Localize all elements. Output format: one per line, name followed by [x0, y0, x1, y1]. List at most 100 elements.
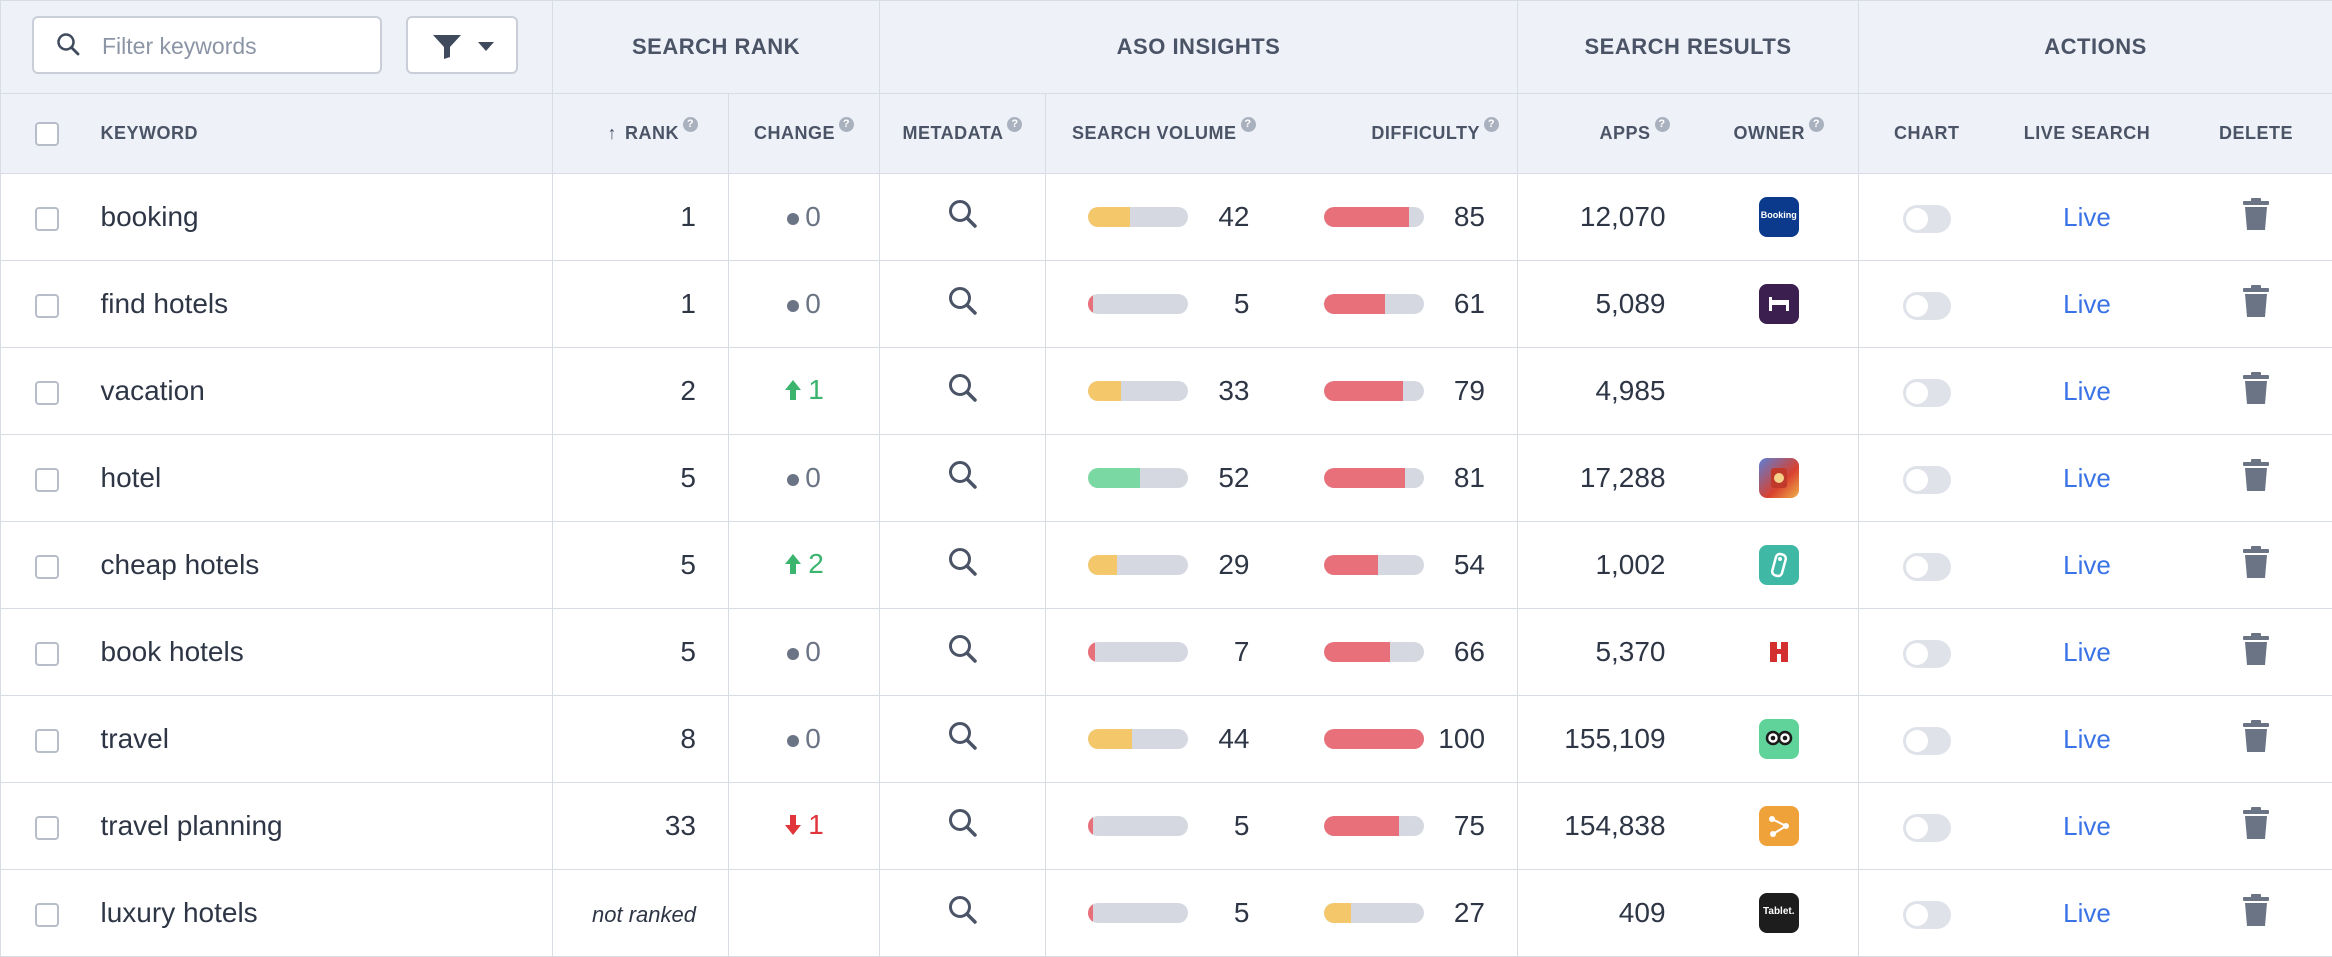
difficulty-cell: 27 [1282, 870, 1518, 957]
trash-icon[interactable] [2242, 458, 2270, 499]
search-icon[interactable] [947, 720, 979, 759]
row-checkbox[interactable] [35, 468, 59, 492]
trash-icon[interactable] [2242, 284, 2270, 325]
chart-toggle[interactable] [1903, 379, 1951, 407]
search-icon[interactable] [947, 546, 979, 585]
row-checkbox[interactable] [35, 642, 59, 666]
col-change[interactable]: CHANGE? [729, 94, 880, 174]
filter-keywords-input[interactable] [100, 28, 374, 64]
chart-toggle[interactable] [1903, 640, 1951, 668]
live-search-cell: Live [1995, 174, 2180, 261]
keyword-cell: find hotels [93, 261, 553, 348]
search-volume-bar [1088, 816, 1188, 836]
help-icon[interactable]: ? [1241, 117, 1256, 132]
col-search-volume[interactable]: SEARCH VOLUME? [1046, 94, 1282, 174]
search-icon[interactable] [947, 633, 979, 672]
filter-dropdown-button[interactable] [406, 16, 518, 74]
search-volume-value: 5 [1234, 810, 1250, 842]
help-icon[interactable]: ? [839, 117, 854, 132]
chart-toggle[interactable] [1903, 466, 1951, 494]
delete-cell [2180, 348, 2332, 435]
difficulty-cell: 85 [1282, 174, 1518, 261]
live-search-link[interactable]: Live [2063, 898, 2111, 928]
apps-cell: 409 [1518, 870, 1700, 957]
search-volume-bar [1088, 642, 1188, 662]
chart-toggle[interactable] [1903, 814, 1951, 842]
search-icon[interactable] [947, 198, 979, 237]
live-search-link[interactable]: Live [2063, 202, 2111, 232]
col-chart: CHART [1859, 94, 1995, 174]
live-search-link[interactable]: Live [2063, 811, 2111, 841]
live-search-link[interactable]: Live [2063, 550, 2111, 580]
change-cell: 0 [729, 696, 880, 783]
chart-toggle[interactable] [1903, 901, 1951, 929]
select-all-checkbox[interactable] [35, 122, 59, 146]
col-owner[interactable]: OWNER? [1700, 94, 1859, 174]
neutral-dot-icon [787, 735, 799, 747]
trash-icon[interactable] [2242, 545, 2270, 586]
chart-toggle[interactable] [1903, 205, 1951, 233]
owner-cell [1700, 435, 1859, 522]
rank-cell: 5 [553, 522, 729, 609]
trash-icon[interactable] [2242, 893, 2270, 934]
search-icon[interactable] [947, 285, 979, 324]
live-search-link[interactable]: Live [2063, 289, 2111, 319]
help-icon[interactable]: ? [1484, 117, 1499, 132]
search-icon[interactable] [947, 894, 979, 933]
row-checkbox[interactable] [35, 294, 59, 318]
live-search-link[interactable]: Live [2063, 376, 2111, 406]
search-icon[interactable] [947, 372, 979, 411]
col-apps[interactable]: APPS? [1518, 94, 1700, 174]
chart-toggle[interactable] [1903, 292, 1951, 320]
search-volume-bar [1088, 381, 1188, 401]
col-difficulty[interactable]: DIFFICULTY? [1282, 94, 1518, 174]
rank-value: 5 [680, 462, 696, 493]
trash-icon[interactable] [2242, 197, 2270, 238]
keyword-cell: hotel [93, 435, 553, 522]
row-checkbox[interactable] [35, 207, 59, 231]
search-icon[interactable] [947, 459, 979, 498]
col-rank[interactable]: ↑RANK? [553, 94, 729, 174]
trash-icon[interactable] [2242, 806, 2270, 847]
apps-cell: 5,089 [1518, 261, 1700, 348]
difficulty-value: 54 [1454, 549, 1485, 581]
search-volume-bar [1088, 555, 1188, 575]
difficulty-value: 85 [1454, 201, 1485, 233]
change-value: 0 [787, 288, 821, 319]
search-volume-cell: 33 [1046, 348, 1282, 435]
metadata-cell [880, 261, 1046, 348]
apps-count: 17,288 [1580, 462, 1666, 493]
live-search-link[interactable]: Live [2063, 724, 2111, 754]
apps-cell: 154,838 [1518, 783, 1700, 870]
help-icon[interactable]: ? [1007, 117, 1022, 132]
col-metadata[interactable]: METADATA? [880, 94, 1046, 174]
chart-toggle[interactable] [1903, 553, 1951, 581]
row-checkbox-cell [1, 435, 93, 522]
help-icon[interactable]: ? [1809, 117, 1824, 132]
row-checkbox[interactable] [35, 729, 59, 753]
trash-icon[interactable] [2242, 371, 2270, 412]
search-icon[interactable] [947, 807, 979, 846]
rank-value: not ranked [592, 902, 696, 927]
row-checkbox[interactable] [35, 555, 59, 579]
row-checkbox-cell [1, 174, 93, 261]
chart-toggle[interactable] [1903, 727, 1951, 755]
keyword-cell: booking [93, 174, 553, 261]
row-checkbox[interactable] [35, 816, 59, 840]
col-keyword[interactable]: KEYWORD [93, 94, 553, 174]
live-search-link[interactable]: Live [2063, 463, 2111, 493]
help-icon[interactable]: ? [683, 117, 698, 132]
rank-cell: 1 [553, 261, 729, 348]
keyword-text: luxury hotels [101, 897, 258, 928]
owner-icon-text: Tablet. [1759, 906, 1799, 917]
trash-icon[interactable] [2242, 719, 2270, 760]
help-icon[interactable]: ? [1655, 117, 1670, 132]
row-checkbox[interactable] [35, 903, 59, 927]
chevron-down-icon [478, 42, 494, 51]
row-checkbox[interactable] [35, 381, 59, 405]
trash-icon[interactable] [2242, 632, 2270, 673]
delete-cell [2180, 174, 2332, 261]
live-search-link[interactable]: Live [2063, 637, 2111, 667]
rank-cell: 2 [553, 348, 729, 435]
